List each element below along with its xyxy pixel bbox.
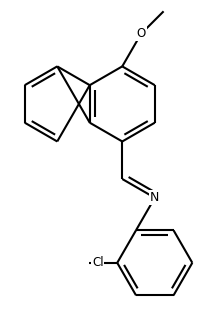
Text: O: O <box>136 27 146 40</box>
Text: N: N <box>150 191 159 204</box>
Text: Cl: Cl <box>92 256 104 269</box>
